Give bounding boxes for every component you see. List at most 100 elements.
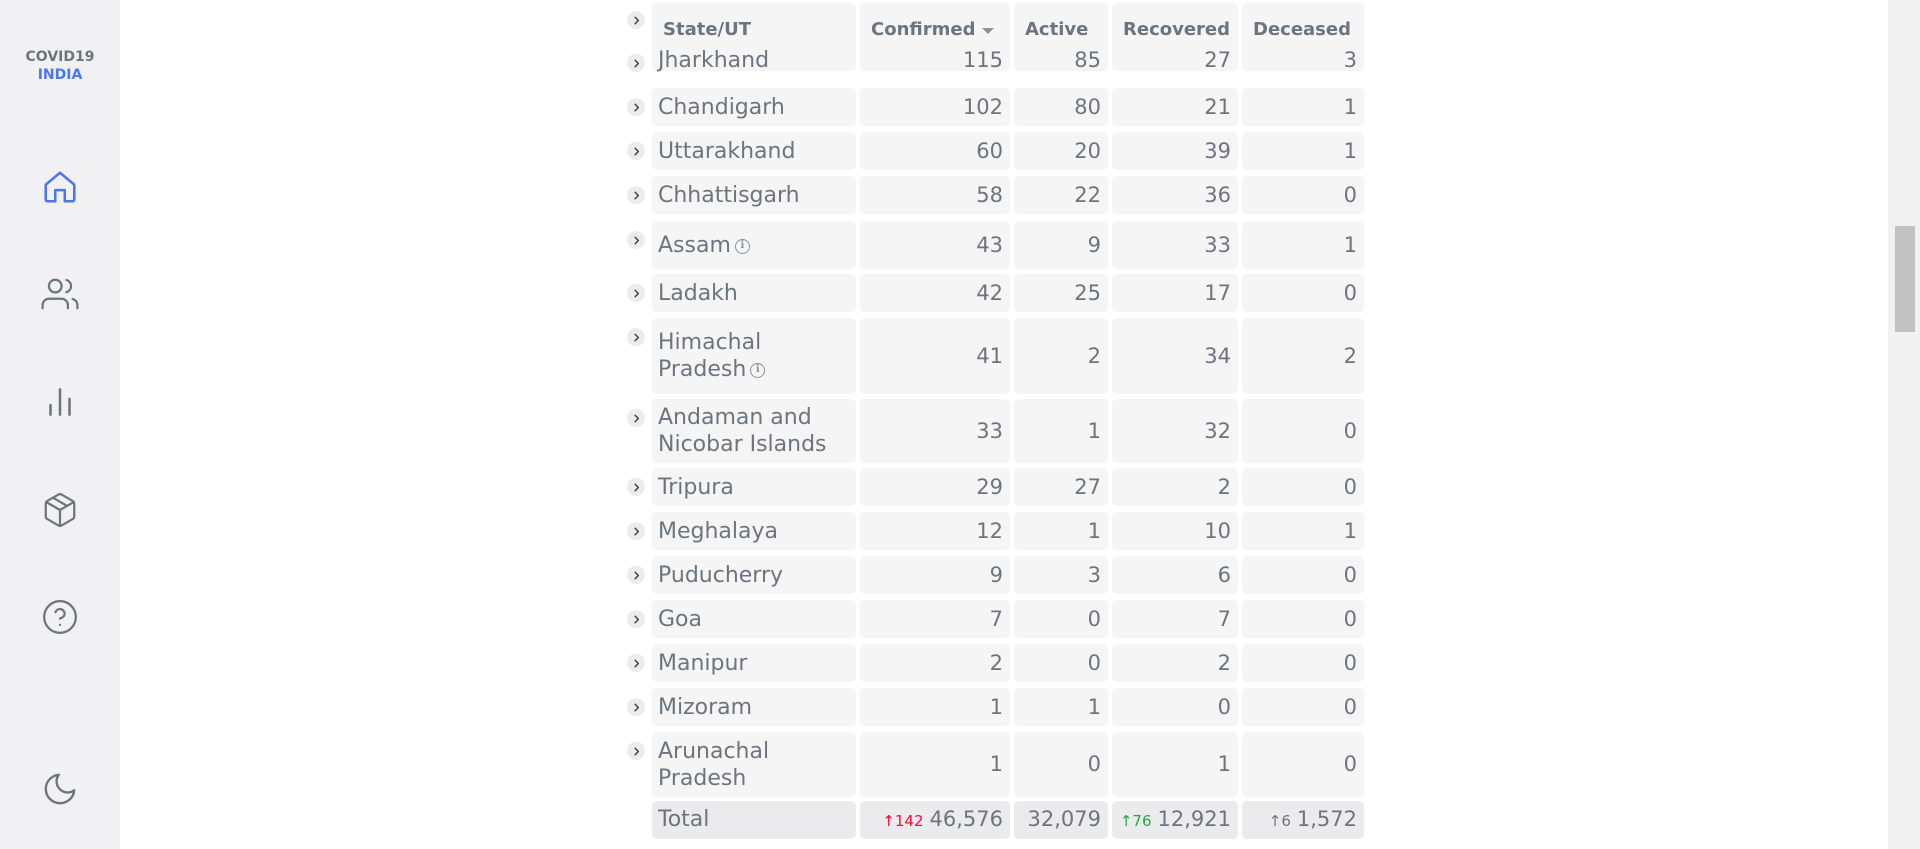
total-cell xyxy=(1014,801,1108,839)
expand-row-chevron-icon[interactable] xyxy=(627,654,645,672)
table-cell xyxy=(1112,600,1238,638)
table-cell xyxy=(860,221,1010,269)
state-name-line1: Arunachal xyxy=(658,739,770,764)
table-row[interactable]: Himachal Pradesh i 41 2 34 2 xyxy=(620,318,1365,394)
table-cell xyxy=(860,318,1010,394)
scrollbar[interactable] xyxy=(1888,0,1920,849)
cell-deceased: 3 xyxy=(1343,48,1357,72)
header-state[interactable]: State/UT xyxy=(663,19,751,40)
table-cell xyxy=(860,88,1010,126)
table-cell xyxy=(860,132,1010,170)
table-row[interactable]: Assam i 43 9 33 1 xyxy=(620,221,1365,269)
header-recovered[interactable]: Recovered xyxy=(1123,19,1231,40)
table-row[interactable]: Ladakh 42 25 17 0 xyxy=(620,274,1365,312)
info-icon[interactable]: i xyxy=(734,238,750,254)
expand-row-chevron-icon[interactable] xyxy=(627,284,645,302)
cell-confirmed: 1 xyxy=(989,752,1003,776)
cell-active: 1 xyxy=(1087,695,1101,719)
table-cell xyxy=(860,40,1010,71)
expand-row-chevron-icon[interactable] xyxy=(627,478,645,496)
table-cell xyxy=(652,88,856,126)
logo[interactable]: COVID19 INDIA xyxy=(0,48,120,84)
expand-row-chevron-icon[interactable] xyxy=(627,231,645,249)
bar-chart-icon[interactable] xyxy=(40,382,80,422)
table-row[interactable]: Manipur 2 0 2 0 xyxy=(620,644,1365,682)
scrollbar-thumb[interactable] xyxy=(1895,226,1915,332)
cell-deceased: 0 xyxy=(1343,183,1357,207)
table-cell xyxy=(1014,556,1108,594)
cell-active: 1 xyxy=(1087,519,1101,543)
table-row[interactable]: Tripura 29 27 2 0 xyxy=(620,468,1365,506)
table-row[interactable]: Chhattisgarh 58 22 36 0 xyxy=(620,176,1365,214)
header-active[interactable]: Active xyxy=(1025,19,1089,40)
expand-row-chevron-icon[interactable] xyxy=(627,186,645,204)
cell-deceased: 0 xyxy=(1343,607,1357,631)
cell-confirmed: 115 xyxy=(962,48,1003,72)
table-cell xyxy=(1242,468,1364,506)
cell-deceased: 1 xyxy=(1343,95,1357,119)
cell-deceased: 0 xyxy=(1343,752,1357,776)
cell-recovered: 36 xyxy=(1204,183,1231,207)
expand-row-chevron-icon[interactable] xyxy=(627,610,645,628)
cell-active: 0 xyxy=(1087,752,1101,776)
state-name-line2: Pradesh i xyxy=(658,356,766,383)
table-row[interactable]: Uttarakhand 60 20 39 1 xyxy=(620,132,1365,170)
table-row[interactable]: Arunachal Pradesh 1 0 1 0 xyxy=(620,732,1365,797)
sort-desc-icon[interactable] xyxy=(982,28,994,34)
cell-recovered: 32 xyxy=(1204,419,1231,443)
state-name: Uttarakhand xyxy=(658,138,795,165)
expand-row-chevron-icon[interactable] xyxy=(627,698,645,716)
table-row[interactable]: Meghalaya 12 1 10 1 xyxy=(620,512,1365,550)
total-deceased-delta: ↑6 xyxy=(1268,812,1291,830)
cell-active: 27 xyxy=(1074,475,1101,499)
cell-confirmed: 43 xyxy=(976,233,1003,257)
table-row[interactable]: Mizoram 1 1 0 0 xyxy=(620,688,1365,726)
table-cell xyxy=(652,176,856,214)
table-cell xyxy=(1014,318,1108,394)
total-confirmed-value: 46,576 xyxy=(929,807,1003,831)
home-icon[interactable] xyxy=(40,167,80,207)
cell-confirmed: 12 xyxy=(976,519,1003,543)
table-row[interactable]: Goa 7 0 7 0 xyxy=(620,600,1365,638)
expand-row-chevron-icon[interactable] xyxy=(627,142,645,160)
table-row[interactable]: Andaman and Nicobar Islands 33 1 32 0 xyxy=(620,399,1365,463)
table-cell xyxy=(1014,274,1108,312)
cell-active: 2 xyxy=(1087,344,1101,368)
cell-deceased: 0 xyxy=(1343,419,1357,443)
package-icon[interactable] xyxy=(40,490,80,530)
expand-row-chevron-icon[interactable] xyxy=(627,328,645,346)
table-cell xyxy=(652,132,856,170)
table-cell xyxy=(1242,556,1364,594)
moon-icon[interactable] xyxy=(40,769,80,809)
state-name: Andaman and Nicobar Islands xyxy=(658,404,827,458)
table-row[interactable]: Puducherry 9 3 6 0 xyxy=(620,556,1365,594)
help-icon[interactable] xyxy=(40,597,80,637)
header-confirmed[interactable]: Confirmed xyxy=(871,19,976,40)
state-name-text: Manipur xyxy=(658,651,748,676)
users-icon[interactable] xyxy=(40,274,80,314)
header-deceased[interactable]: Deceased xyxy=(1253,19,1351,40)
total-cell xyxy=(652,801,856,839)
cell-confirmed: 58 xyxy=(976,183,1003,207)
expand-row-chevron-icon[interactable] xyxy=(627,54,645,72)
table-cell xyxy=(860,644,1010,682)
expand-row-chevron-icon[interactable] xyxy=(627,409,645,427)
total-recovered: ↑76 12,921 xyxy=(1112,806,1238,835)
sidebar: COVID19 INDIA xyxy=(0,0,120,849)
table-cell xyxy=(652,468,856,506)
expand-all-chevron-icon[interactable] xyxy=(627,11,645,29)
info-icon[interactable]: i xyxy=(750,362,766,378)
expand-row-chevron-icon[interactable] xyxy=(627,522,645,540)
cell-confirmed: 1 xyxy=(989,695,1003,719)
expand-row-chevron-icon[interactable] xyxy=(627,566,645,584)
cell-active: 0 xyxy=(1087,607,1101,631)
state-name-line1: Himachal xyxy=(658,330,762,355)
table-row[interactable]: Chandigarh 102 80 21 1 xyxy=(620,88,1365,126)
expand-row-chevron-icon[interactable] xyxy=(627,742,645,760)
expand-row-chevron-icon[interactable] xyxy=(627,98,645,116)
state-name: Goa xyxy=(658,606,702,633)
cell-deceased: 1 xyxy=(1343,233,1357,257)
table-row[interactable]: Jharkhand 115 85 27 3 xyxy=(620,40,1365,73)
table-cell xyxy=(1242,600,1364,638)
total-deceased-value: 1,572 xyxy=(1296,807,1357,831)
